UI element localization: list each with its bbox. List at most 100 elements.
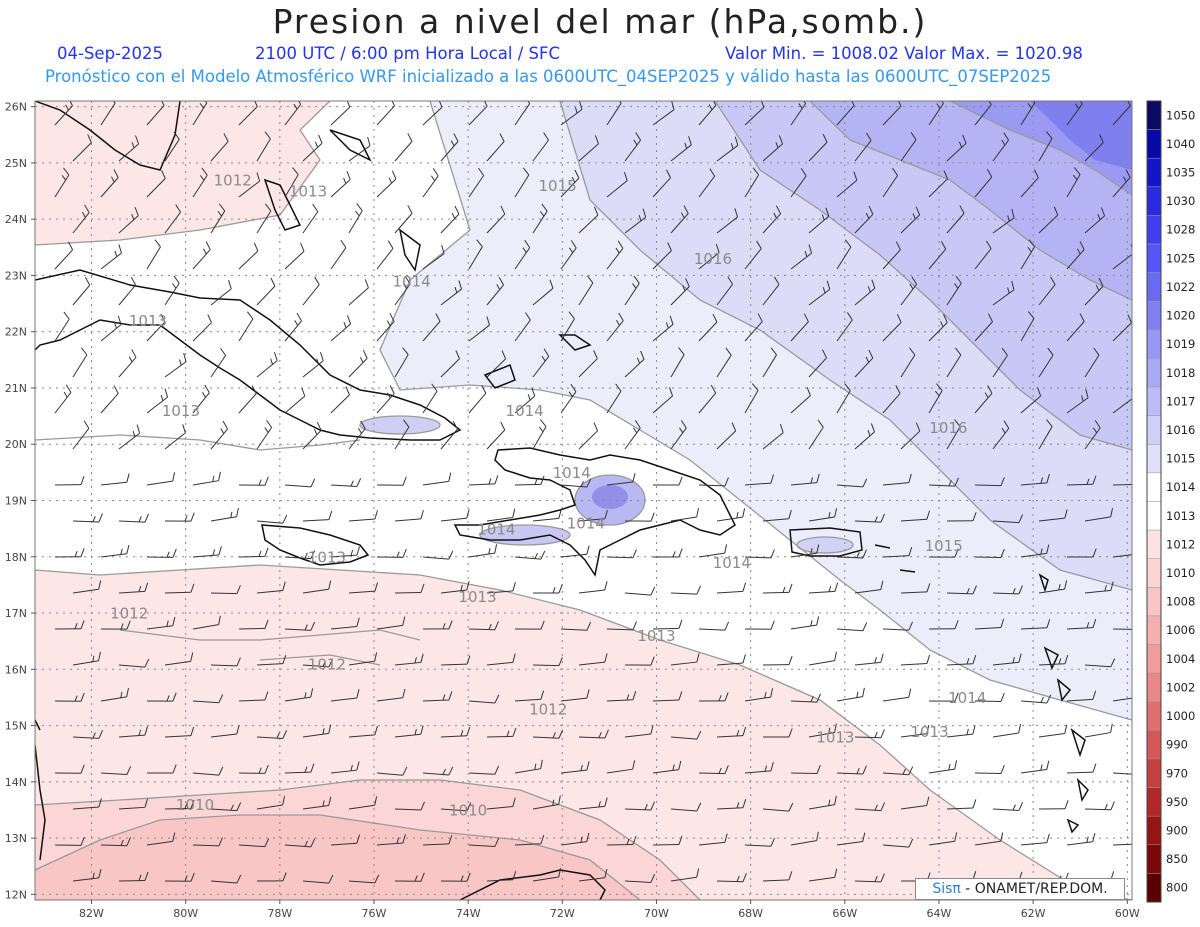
wind-barb (560, 383, 577, 414)
wind-barb (716, 347, 732, 378)
wind-barb (900, 654, 931, 666)
wind-barb (146, 832, 176, 846)
isobar-label: 1013 (458, 588, 496, 606)
wind-barb (1020, 169, 1039, 198)
wind-barb (394, 276, 411, 306)
wind-barb (1066, 763, 1097, 774)
wind-barb (1084, 420, 1101, 450)
lat-tick-label: 26N (5, 101, 27, 114)
wind-barb (560, 621, 592, 631)
wind-barb (238, 311, 254, 342)
colorbar-label: 1000 (1166, 709, 1195, 723)
wind-barb (854, 580, 884, 594)
wind-barb (302, 796, 332, 810)
wind-barb (118, 276, 137, 306)
wind-barb (1112, 101, 1131, 126)
lon-tick-label: 60W (1115, 907, 1140, 920)
wind-barb (192, 384, 210, 414)
wind-barb (422, 313, 441, 342)
wind-barb (716, 422, 737, 450)
wind-barb (836, 549, 867, 559)
wind-barb (100, 687, 129, 702)
wind-barb (238, 172, 261, 198)
wind-barb (606, 312, 624, 342)
wind-barb (192, 766, 224, 776)
wind-barb (1112, 843, 1132, 846)
wind-barb (790, 387, 811, 414)
wind-barb (928, 170, 949, 198)
wind-barb (882, 473, 912, 486)
wind-barb (394, 725, 424, 738)
wind-barb (164, 275, 180, 306)
wind-barb (348, 582, 379, 594)
wind-barb (468, 694, 500, 704)
wind-barb (716, 873, 747, 883)
wind-barb (256, 514, 288, 524)
wind-barb (348, 510, 378, 522)
wind-barb (422, 835, 453, 846)
wind-barb (900, 724, 930, 738)
wind-barb (210, 420, 229, 450)
colorbar-label: 1030 (1166, 194, 1195, 208)
wind-barb (348, 203, 363, 234)
wind-barb (716, 582, 747, 594)
wind-barb (670, 205, 689, 234)
lon-tick-label: 80W (173, 907, 198, 920)
wind-barb (54, 101, 73, 126)
wind-barb (486, 508, 516, 522)
wind-barb (376, 834, 406, 846)
wind-barb (302, 724, 332, 738)
isobar-label: 1013 (637, 627, 675, 645)
colorbar-label: 1014 (1166, 480, 1195, 494)
wind-barb (54, 311, 70, 342)
wind-barb (1112, 483, 1132, 486)
isobar-label: 1015 (539, 177, 577, 195)
wind-barb (882, 101, 902, 126)
wind-barb (394, 510, 424, 522)
colorbar-swatch (1146, 529, 1162, 559)
wind-barb (1112, 314, 1132, 342)
colorbar-label: 1004 (1166, 652, 1195, 666)
colorbar-label: 1040 (1166, 137, 1195, 151)
wind-barb (946, 585, 977, 595)
wind-barb (100, 315, 122, 342)
isobar-label: 1014 (553, 464, 591, 482)
wind-barb (440, 872, 471, 882)
wind-barb (394, 653, 424, 666)
lat-lon-grid (35, 101, 1132, 900)
wind-barb (192, 471, 221, 486)
wind-barb (762, 423, 784, 450)
wind-barb (790, 544, 820, 558)
wind-barb (422, 766, 454, 776)
wind-barb (210, 347, 227, 378)
wind-barb (422, 472, 452, 486)
wind-barb (376, 101, 395, 126)
lat-tick-label: 23N (5, 269, 27, 282)
lat-tick-label: 12N (5, 888, 27, 901)
wind-barb (376, 766, 408, 776)
wind-barb (836, 622, 868, 632)
wind-barb (1020, 619, 1051, 630)
wind-barb (238, 385, 257, 414)
colorbar-label: 1019 (1166, 337, 1195, 351)
latitude-labels: 26N 25N 24N 23N 22N 21N 20N 19N 18N 17N 16N 15N 14N 1… (5, 101, 35, 901)
isobar-label: 1016 (929, 419, 967, 437)
wind-barb (54, 475, 85, 486)
wind-barb (974, 618, 1005, 630)
isobar-label: 1014 (567, 515, 605, 533)
wind-barb (514, 835, 545, 846)
wind-barb (532, 419, 547, 450)
lat-tick-label: 16N (5, 663, 27, 676)
wind-barb (670, 730, 702, 740)
colorbar: 1050 1040 1035 1030 1028 1025 1022 1020 1019 1018… (1146, 100, 1195, 903)
wind-barb (992, 802, 1024, 811)
wind-barb (330, 617, 360, 630)
lon-tick-label: 76W (362, 907, 387, 920)
wind-barb (652, 548, 683, 558)
wind-barb (652, 691, 683, 702)
wind-barb (1066, 241, 1085, 270)
wind-barb (578, 509, 608, 522)
wind-barb (670, 802, 702, 812)
wind-barb (302, 658, 334, 668)
colorbar-label: 950 (1166, 795, 1188, 809)
